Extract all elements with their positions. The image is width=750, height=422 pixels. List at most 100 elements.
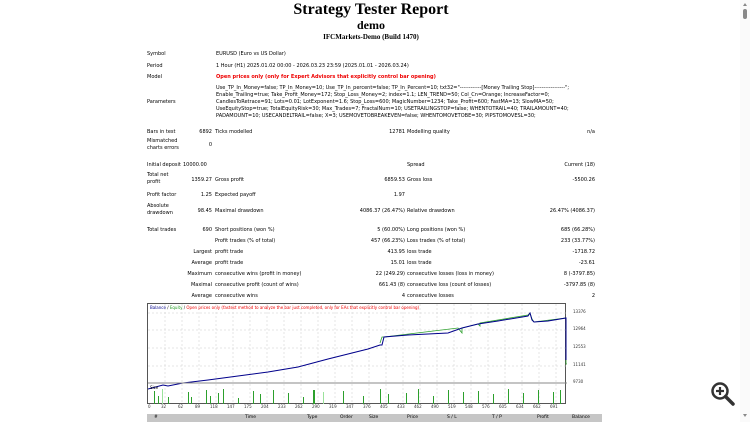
spread-label: Spread xyxy=(407,162,425,168)
x-tick: 319 xyxy=(329,404,337,409)
parameters-line-4: UseEquityStop=true; TotalEquityRisk=30; … xyxy=(216,106,569,112)
col-sl: S / L xyxy=(447,415,457,420)
x-tick: 405 xyxy=(380,404,388,409)
y-tick-5: 9730 xyxy=(573,379,584,384)
gross-profit-label: Gross profit xyxy=(215,177,244,183)
x-tick: 462 xyxy=(414,404,422,409)
ticks-modelled-label: Ticks modelled xyxy=(215,129,253,135)
x-tick: 548 xyxy=(465,404,473,409)
col-time: Time xyxy=(245,415,257,420)
scroll-down-arrow-icon[interactable] xyxy=(743,414,747,417)
largest-profit-value: 413.95 xyxy=(387,249,406,255)
expected-payoff-label: Expected payoff xyxy=(215,192,256,198)
average-profit-value: 15.01 xyxy=(390,260,405,266)
parameters-line-3: CandlesToRetrace=91; Lots=0.01; LotExpon… xyxy=(216,99,554,105)
x-tick: 147 xyxy=(227,404,235,409)
legend-equity: Equity xyxy=(169,305,183,310)
maximal-drawdown-value: 4086.37 (26.47%) xyxy=(359,208,405,214)
profit-factor-label: Profit factor xyxy=(147,192,177,198)
symbol-value: EURUSD (Euro vs US Dollar) xyxy=(216,51,286,57)
gross-loss-label: Gross loss xyxy=(407,177,433,183)
col-number: # xyxy=(154,415,158,420)
x-tick: 576 xyxy=(482,404,490,409)
size-label: Size xyxy=(150,385,159,390)
scrollbar-thumb[interactable] xyxy=(743,9,747,19)
y-tick-3: 12553 xyxy=(573,344,586,349)
average-label: Average xyxy=(191,260,212,266)
largest-loss-value: -1718.72 xyxy=(572,249,595,255)
chart-legend: Balance / Equity / Open prices only (fas… xyxy=(150,305,420,310)
report-subtitle: demo xyxy=(357,18,385,32)
total-net-profit-value: 1359.27 xyxy=(191,177,212,183)
x-tick: 662 xyxy=(533,404,541,409)
parameters-line-1: Use_TP_In_Money=false; TP_In_Money=10; U… xyxy=(216,85,570,91)
profit-trades-value: 457 (66.23%) xyxy=(370,238,405,244)
absolute-drawdown-label-1: Absolute xyxy=(147,203,169,209)
ticks-modelled-value: 12781 xyxy=(389,129,405,135)
gross-profit-value: 6859.53 xyxy=(384,177,405,183)
x-tick: 233 xyxy=(278,404,286,409)
col-type: Type xyxy=(307,415,318,420)
avg-consec-wins-value: 4 xyxy=(401,293,405,299)
x-tick: 89 xyxy=(195,404,201,409)
total-net-profit-label-2: profit xyxy=(147,179,161,185)
x-tick: 376 xyxy=(363,404,371,409)
max-consec-wins-value: 22 (249.29) xyxy=(375,271,405,277)
parameters-line-5: PADAMOUNT=10; USECANDELTRAIL=false; X=3;… xyxy=(216,113,536,119)
col-profit: Profit xyxy=(537,415,549,420)
initial-deposit-label: Initial deposit xyxy=(147,162,181,168)
max-consec-losses-value: 8 (-3797.85) xyxy=(563,271,595,277)
x-tick: 490 xyxy=(431,404,439,409)
largest-loss-label: loss trade xyxy=(407,249,432,255)
col-balance: Balance xyxy=(572,415,590,420)
absolute-drawdown-value: 98.45 xyxy=(197,208,212,214)
period-value: 1 Hour (H1) 2025.01.02 00:00 - 2026.03.2… xyxy=(216,63,409,69)
maximal-consec-profit-value: 661.43 (8) xyxy=(378,282,405,288)
maximum-label: Maximum xyxy=(187,271,212,277)
max-consec-losses-label: consecutive losses (loss in money) xyxy=(407,271,494,277)
x-tick: 0 xyxy=(148,404,151,409)
col-order: Order xyxy=(340,415,353,420)
total-trades-value: 690 xyxy=(202,227,212,233)
report-title: Strategy Tester Report xyxy=(293,1,449,18)
total-trades-label: Total trades xyxy=(147,227,177,233)
maximal-drawdown-label: Maximal drawdown xyxy=(215,208,264,214)
avg-consec-losses-value: 2 xyxy=(591,293,595,299)
short-positions-label: Short positions (won %) xyxy=(215,227,275,233)
x-tick: 175 xyxy=(244,404,252,409)
initial-deposit-value: 10000.00 xyxy=(183,162,207,168)
x-tick: 262 xyxy=(295,404,303,409)
profit-trades-label: Profit trades (% of total) xyxy=(215,238,276,244)
symbol-label: Symbol xyxy=(147,51,166,57)
modelling-quality-label: Modelling quality xyxy=(407,129,450,135)
mismatched-label-1: Mismatched xyxy=(147,138,178,144)
x-tick: 605 xyxy=(499,404,507,409)
parameters-label: Parameters xyxy=(147,99,176,105)
largest-profit-label: profit trade xyxy=(215,249,244,255)
loss-trades-label: Loss trades (% of total) xyxy=(407,238,466,244)
y-tick-1: 13376 xyxy=(573,309,586,314)
server-build: IFCMarkets-Demo (Build 1470) xyxy=(323,33,419,41)
chart-plot xyxy=(148,304,567,405)
average-loss-label: loss trade xyxy=(407,260,432,266)
zoom-in-button[interactable] xyxy=(710,381,736,407)
x-tick: 118 xyxy=(210,404,218,409)
maximal-label: Maximal xyxy=(190,282,212,288)
long-positions-label: Long positions (won %) xyxy=(407,227,466,233)
col-size: Size xyxy=(369,415,379,420)
relative-drawdown-label: Relative drawdown xyxy=(407,208,455,214)
avg-consec-wins-label: consecutive wins xyxy=(215,293,258,299)
modelling-quality-value: n/a xyxy=(587,129,595,135)
maximal-consec-loss-value: -3797.85 (8) xyxy=(563,282,595,288)
x-tick: 347 xyxy=(346,404,354,409)
average-profit-label: profit trade xyxy=(215,260,244,266)
absolute-drawdown-label-2: drawdown xyxy=(147,210,173,216)
vertical-scrollbar[interactable] xyxy=(740,0,750,422)
spread-value: Current (18) xyxy=(564,162,595,168)
profit-factor-value: 1.25 xyxy=(200,192,212,198)
scroll-up-arrow-icon[interactable] xyxy=(743,3,747,6)
x-tick: 433 xyxy=(397,404,405,409)
period-label: Period xyxy=(147,63,163,69)
model-value: Open prices only (only for Expert Adviso… xyxy=(216,74,436,80)
y-tick-2: 12964 xyxy=(573,326,586,331)
